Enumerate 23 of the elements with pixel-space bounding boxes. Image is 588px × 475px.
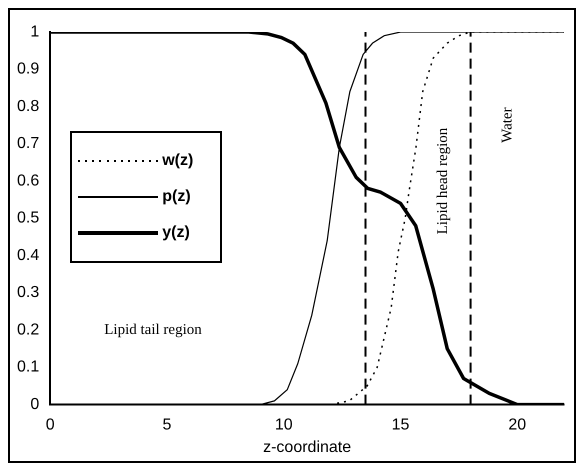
y-tick-label: 0 [30, 396, 40, 414]
x-tick-label: 10 [274, 416, 293, 434]
y-tick-label: 0.1 [16, 358, 40, 376]
x-tick-label: 20 [508, 416, 526, 434]
y-tick-label: 1 [30, 23, 40, 40]
y-tick-label: 0.7 [16, 135, 40, 152]
legend-label: w(z) [162, 152, 194, 170]
x-tick-label: 15 [392, 416, 410, 434]
y-tick-label: 0.9 [16, 60, 40, 78]
y-tick-label: 0.8 [16, 98, 40, 115]
y-tick-label: 0.2 [16, 321, 40, 338]
legend-label: y(z) [162, 224, 190, 242]
y-tick-label: 0.3 [16, 284, 40, 302]
x-tick-label: 0 [46, 416, 55, 434]
x-axis-title: z-coordinate [263, 438, 352, 456]
y-tick-label: 0.6 [16, 172, 40, 190]
y-tick-label: 0.4 [16, 246, 40, 264]
annotation: Water [499, 107, 516, 143]
x-tick-label: 5 [162, 416, 172, 434]
annotation: Lipid head region [435, 127, 452, 234]
annotation: Lipid tail region [104, 322, 202, 338]
y-tick-label: 0.5 [16, 210, 40, 227]
legend-label: p(z) [162, 188, 191, 206]
